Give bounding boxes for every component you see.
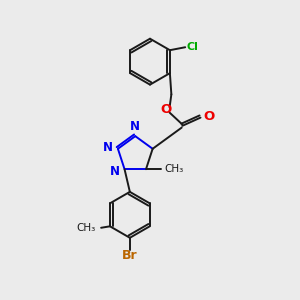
Text: Br: Br [122, 249, 138, 262]
Text: N: N [103, 141, 112, 154]
Text: CH₃: CH₃ [77, 223, 96, 233]
Text: O: O [203, 110, 215, 123]
Text: Cl: Cl [186, 42, 198, 52]
Text: N: N [110, 165, 120, 178]
Text: O: O [160, 103, 172, 116]
Text: N: N [129, 120, 140, 133]
Text: CH₃: CH₃ [164, 164, 184, 174]
